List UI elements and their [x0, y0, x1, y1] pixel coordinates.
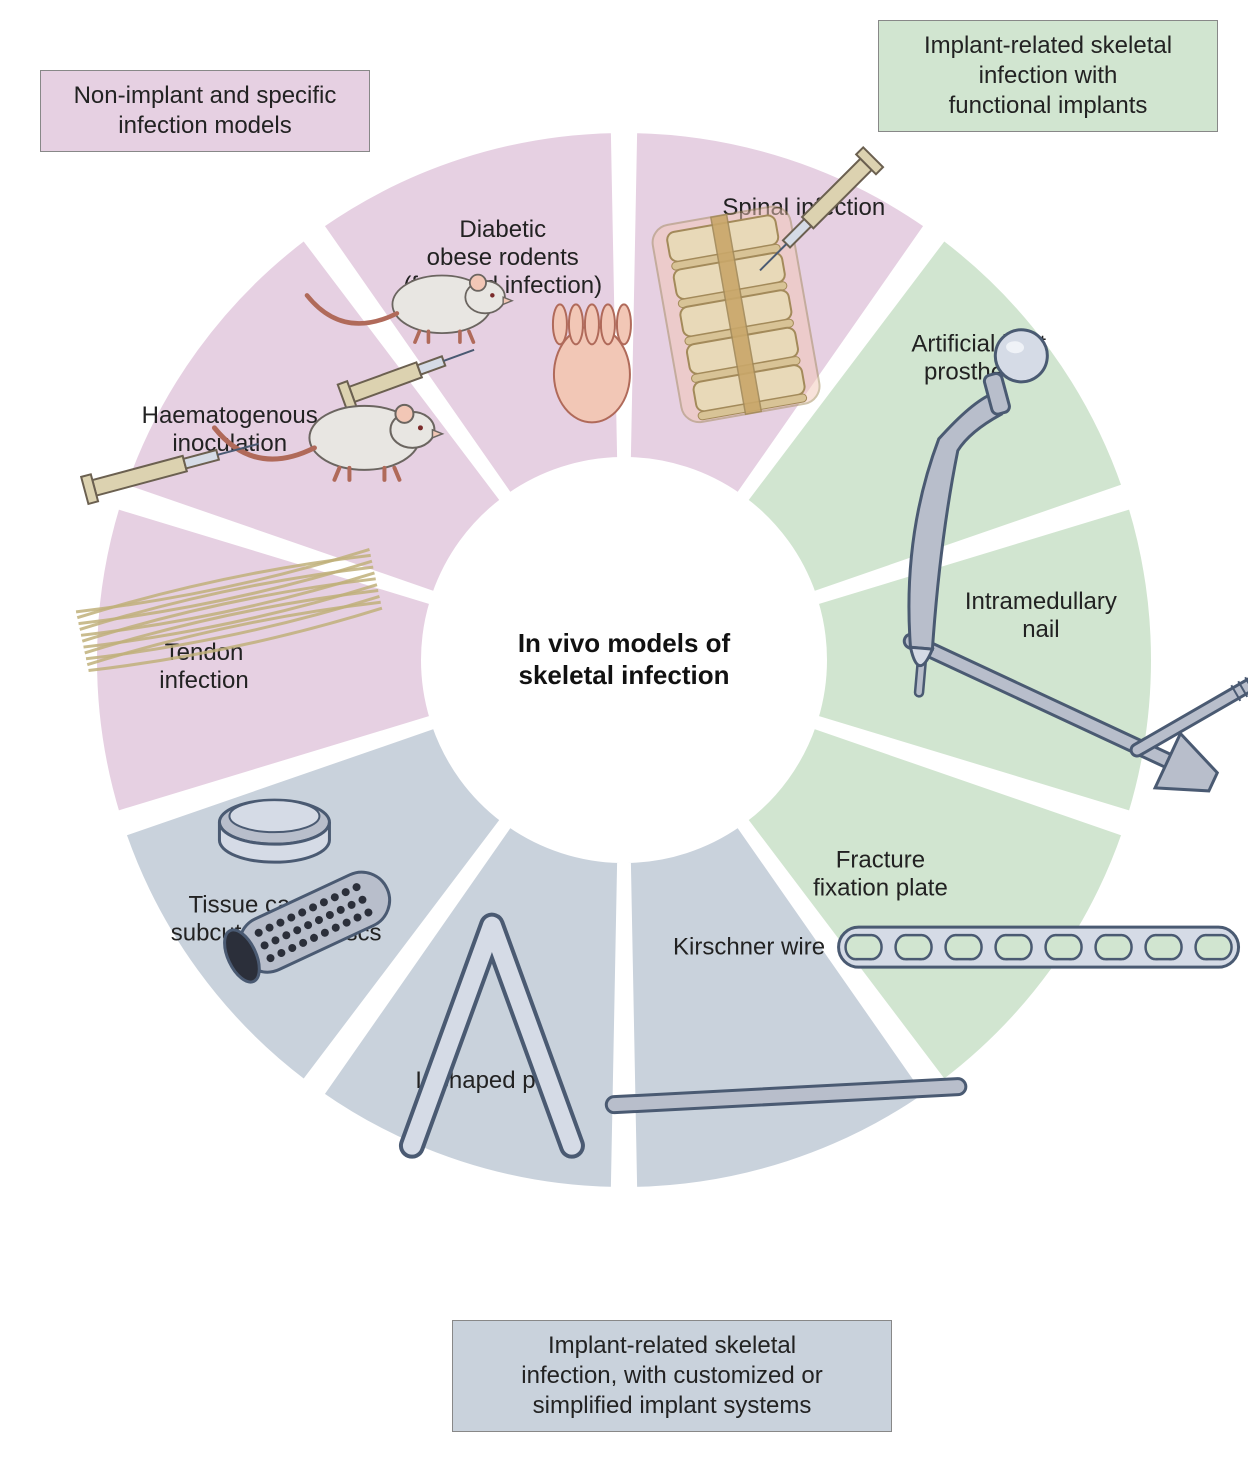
segment-label-plate: fixation plate — [813, 875, 948, 902]
diagram-root: In vivo models ofskeletal infectionSpina… — [0, 0, 1248, 1461]
legend-line: Implant-related skeletal — [548, 1332, 796, 1359]
illo-plate — [839, 927, 1239, 967]
legend-line: simplified implant systems — [533, 1392, 812, 1419]
segment-label-haema: Haematogenous — [142, 402, 318, 429]
legend-line: Implant-related skeletal — [924, 32, 1172, 59]
legend-line: infection, with customized or — [521, 1362, 822, 1389]
segment-label-tendon: infection — [159, 667, 248, 694]
center-title-line2: skeletal infection — [519, 660, 730, 690]
legend-line: infection models — [118, 112, 291, 139]
center-title-line1: In vivo models of — [518, 628, 731, 658]
wheel-svg: In vivo models ofskeletal infectionSpina… — [0, 0, 1248, 1461]
legend-line: Non-implant and specific — [74, 82, 337, 109]
segment-label-diabetic: obese rodents — [427, 244, 579, 271]
segment-label-imnail: Intramedullary — [965, 588, 1117, 615]
legend-non-implant: Non-implant and specific infection models — [40, 70, 370, 152]
legend-functional: Implant-related skeletal infection with fu… — [878, 20, 1218, 132]
segment-label-diabetic: Diabetic — [459, 216, 546, 243]
segment-label-plate: Fracture — [836, 847, 925, 874]
legend-simplified: Implant-related skeletal infection, with … — [452, 1320, 892, 1432]
segment-label-kwire: Kirschner wire — [673, 934, 825, 961]
legend-line: functional implants — [949, 92, 1148, 119]
legend-line: infection with — [979, 62, 1118, 89]
segment-label-imnail: nail — [1022, 616, 1059, 643]
